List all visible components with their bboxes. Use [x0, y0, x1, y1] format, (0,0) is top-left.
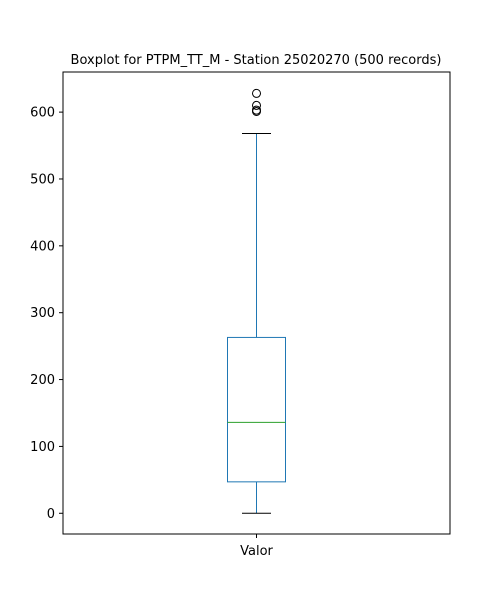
outlier-point-3 — [252, 88, 261, 98]
y-tick-label-600: 600 — [30, 106, 55, 121]
chart-title: Boxplot for PTPM_TT_M - Station 25020270… — [71, 53, 442, 68]
iqr-box — [227, 336, 286, 483]
y-tick-label-300: 300 — [30, 306, 55, 321]
plot-area: 0 100 200 300 400 500 600 Valor — [30, 71, 451, 559]
y-tick-label-200: 200 — [30, 373, 55, 388]
y-tick-label-100: 100 — [30, 440, 55, 455]
outlier-point-1 — [252, 105, 261, 115]
y-tick-label-500: 500 — [30, 172, 55, 187]
outlier-point-2 — [252, 100, 261, 110]
y-tick-label-0: 0 — [47, 507, 55, 522]
y-tick-label-400: 400 — [30, 239, 55, 254]
x-tick-label-Valor: Valor — [240, 544, 273, 559]
